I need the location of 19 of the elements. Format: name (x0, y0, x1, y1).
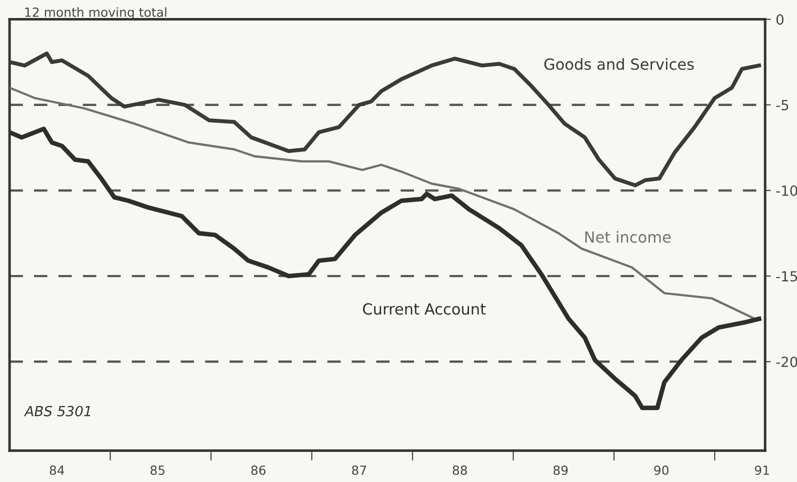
x-tick-label: 88 (452, 465, 467, 475)
x-tick-label: 84 (50, 465, 64, 475)
x-tick-label: 90 (654, 465, 668, 475)
y-tick-label: -5 (776, 100, 788, 110)
annotation: ABS 5301 (24, 406, 90, 416)
y-tick-label: -20 (776, 356, 797, 368)
x-tick-label: 91 (754, 465, 769, 475)
y-tick-label: -15 (776, 271, 797, 282)
x-tick-label: 89 (554, 465, 568, 475)
x-tick-label: 87 (352, 465, 366, 475)
x-tick-label: 86 (251, 465, 266, 475)
y-tick-label: -10 (776, 185, 797, 196)
chart-title: 12 month moving total (25, 7, 166, 20)
line-series (10, 86, 756, 320)
text: Current Account (363, 303, 486, 315)
y-tick-label: 0 (776, 14, 784, 25)
series-label: Goods and Services (544, 58, 694, 70)
x-tick-label: 85 (150, 465, 165, 475)
series-label: Net income (585, 231, 671, 243)
